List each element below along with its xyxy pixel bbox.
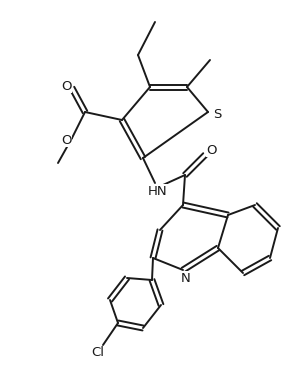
Text: O: O — [61, 133, 71, 147]
Text: N: N — [181, 272, 191, 285]
Text: Cl: Cl — [91, 346, 104, 360]
Text: O: O — [61, 80, 71, 93]
Text: HN: HN — [148, 184, 168, 197]
Text: S: S — [213, 107, 221, 120]
Text: O: O — [207, 144, 217, 157]
